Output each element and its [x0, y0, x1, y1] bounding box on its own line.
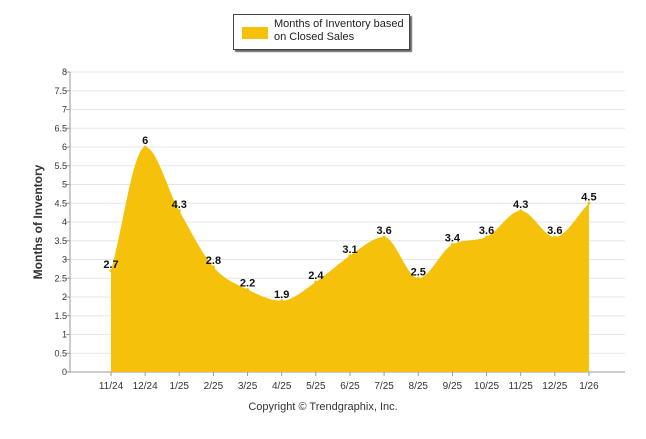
data-label: 2.8 — [206, 255, 221, 267]
x-tick-label: 12/24 — [133, 381, 158, 392]
data-label: 6 — [142, 135, 148, 147]
x-tick-label: 4/25 — [272, 381, 292, 392]
y-tick-label: 8 — [62, 67, 67, 77]
data-point — [109, 269, 113, 273]
x-tick-label: 1/25 — [170, 381, 190, 392]
y-tick-label: 7 — [62, 105, 67, 115]
y-tick-label: 0.5 — [54, 348, 67, 358]
data-point — [246, 288, 250, 291]
y-tick-label: 1.5 — [54, 311, 67, 321]
y-tick-label: 2.5 — [54, 273, 67, 283]
x-tick-label: 6/25 — [340, 381, 360, 392]
x-tick-label: 9/25 — [443, 381, 463, 392]
data-point — [382, 235, 386, 239]
x-tick-label: 12/25 — [542, 381, 567, 392]
data-label: 4.3 — [513, 199, 528, 211]
data-label: 1.9 — [274, 289, 289, 301]
legend-swatch — [242, 27, 268, 39]
data-point — [587, 201, 591, 205]
x-tick-label: 2/25 — [204, 381, 224, 392]
data-label: 3.4 — [445, 233, 461, 245]
data-label: 3.1 — [342, 244, 357, 256]
data-point — [348, 254, 352, 258]
data-label: 2.2 — [240, 278, 255, 290]
data-label: 4.3 — [172, 199, 187, 211]
y-tick-label: 6.5 — [54, 123, 67, 133]
y-tick-label: 1 — [62, 330, 67, 340]
data-point — [416, 276, 420, 280]
x-tick-label: 3/25 — [238, 381, 258, 392]
y-tick-label: 4.5 — [54, 198, 67, 208]
data-point — [450, 243, 454, 246]
legend-label: Months of Inventory based on Closed Sale… — [274, 18, 404, 43]
y-tick-label: 4 — [62, 217, 67, 227]
data-point — [211, 265, 215, 269]
data-label: 4.5 — [581, 191, 596, 203]
data-point — [519, 209, 523, 213]
copyright-text: Copyright © Trendgraphix, Inc. — [248, 401, 398, 413]
y-axis-title: Months of Inventory — [31, 164, 45, 279]
data-point — [485, 235, 489, 239]
data-label: 2.4 — [308, 270, 324, 282]
data-point — [280, 299, 284, 303]
data-label: 3.6 — [547, 225, 562, 237]
x-tick-label: 1/26 — [579, 381, 599, 392]
data-point — [553, 235, 557, 239]
series-area — [111, 147, 589, 372]
x-tick-label: 11/25 — [509, 381, 534, 392]
data-label: 3.6 — [376, 225, 391, 237]
y-tick-label: 0 — [62, 367, 67, 377]
x-tick-label: 7/25 — [374, 381, 394, 392]
legend: Months of Inventory based on Closed Sale… — [233, 14, 410, 50]
y-tick-label: 2 — [62, 292, 67, 302]
y-tick-label: 5.5 — [54, 161, 67, 171]
y-tick-label: 3 — [62, 255, 67, 265]
data-label: 2.5 — [411, 266, 426, 278]
data-point — [143, 145, 147, 149]
y-tick-label: 3.5 — [54, 236, 67, 246]
x-tick-label: 8/25 — [409, 381, 429, 392]
x-tick-label: 10/25 — [474, 381, 499, 392]
data-label: 2.7 — [103, 259, 118, 271]
y-tick-label: 7.5 — [54, 86, 67, 96]
data-point — [314, 280, 318, 284]
x-tick-label: 5/25 — [306, 381, 326, 392]
x-tick-label: 11/24 — [99, 381, 124, 392]
data-label: 3.6 — [479, 225, 494, 237]
data-point — [177, 209, 181, 213]
y-tick-label: 6 — [62, 142, 67, 152]
y-tick-label: 5 — [62, 180, 67, 190]
